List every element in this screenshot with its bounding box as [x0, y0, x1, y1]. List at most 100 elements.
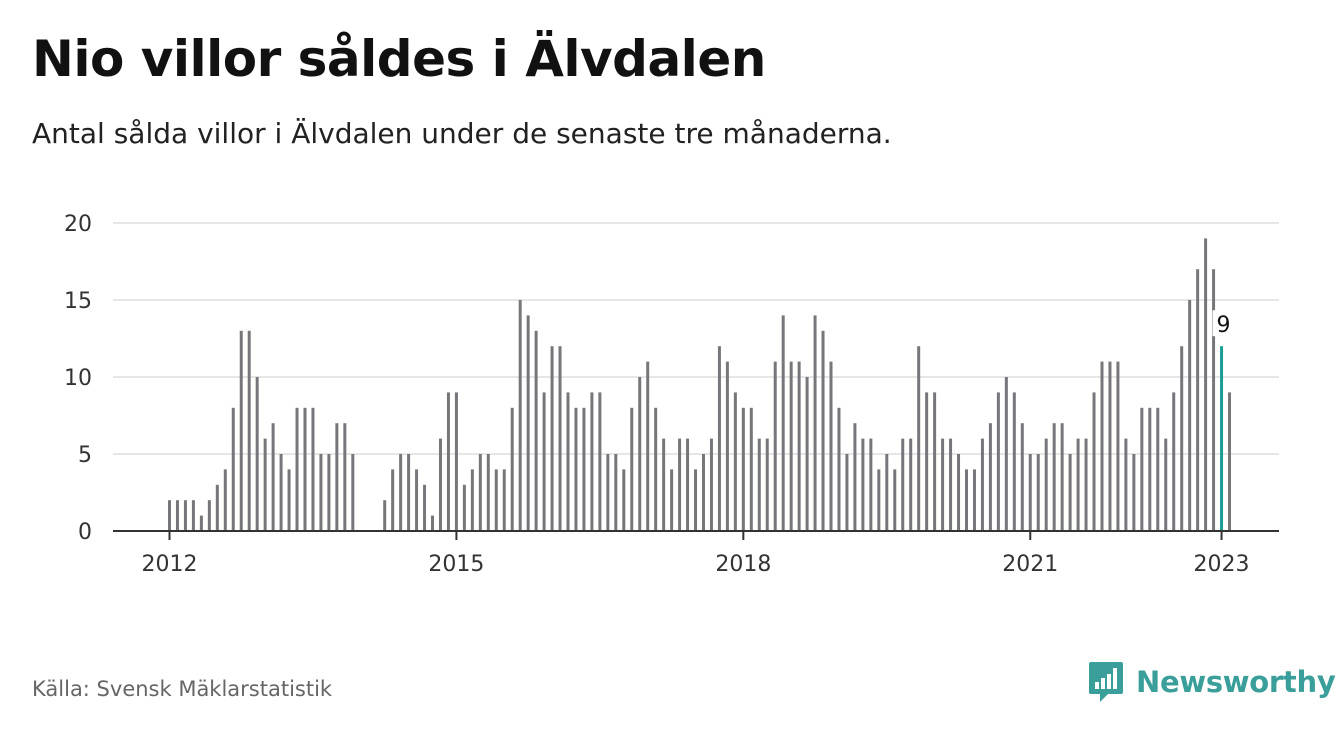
data-label: 9 — [1217, 313, 1231, 338]
bar — [821, 330, 825, 531]
bar — [670, 469, 674, 531]
bar — [725, 361, 729, 531]
bar — [1012, 392, 1016, 531]
bar — [741, 407, 745, 531]
bar — [295, 407, 299, 531]
bar-highlight — [1220, 346, 1224, 531]
bar — [518, 300, 522, 531]
bar — [263, 438, 267, 531]
bar — [271, 423, 275, 531]
bar — [1196, 269, 1200, 531]
bar — [215, 484, 219, 531]
bar — [319, 454, 323, 531]
bar — [709, 438, 713, 531]
bar — [351, 454, 355, 531]
bar — [494, 469, 498, 531]
bar — [478, 454, 482, 531]
bar — [925, 392, 929, 531]
x-tick-label: 2021 — [1002, 552, 1058, 577]
bar — [1116, 361, 1120, 531]
bar — [446, 392, 450, 531]
bar — [717, 346, 721, 531]
bar — [542, 392, 546, 531]
bar-chart: 0 5 10 15 20 2012 2015 2018 2021 2023 9 — [64, 212, 1279, 577]
bar — [861, 438, 865, 531]
y-tick-label: 5 — [78, 443, 92, 468]
bar — [853, 423, 857, 531]
bar — [566, 392, 570, 531]
bar — [590, 392, 594, 531]
bar — [399, 454, 403, 531]
bar — [972, 469, 976, 531]
bar-chart-logo-icon — [1089, 662, 1123, 702]
bar — [1172, 392, 1176, 531]
bar — [845, 454, 849, 531]
bar — [183, 500, 187, 531]
bar — [829, 361, 833, 531]
bar — [303, 407, 307, 531]
bar — [191, 500, 195, 531]
data-label-halo — [1212, 310, 1235, 337]
bar — [1020, 423, 1024, 531]
bar — [1052, 423, 1056, 531]
bar — [423, 484, 427, 531]
bar — [550, 346, 554, 531]
bar — [638, 377, 642, 531]
bar — [247, 330, 251, 531]
bar — [686, 438, 690, 531]
bar — [1164, 438, 1168, 531]
bar — [1068, 454, 1072, 531]
grid-lines — [113, 222, 1279, 455]
bar — [996, 392, 1000, 531]
bar — [1044, 438, 1048, 531]
bar — [1036, 454, 1040, 531]
bar — [454, 392, 458, 531]
bar — [606, 454, 610, 531]
bar — [917, 346, 921, 531]
bar — [694, 469, 698, 531]
bar — [343, 423, 347, 531]
x-tick-label: 2012 — [142, 552, 198, 577]
bar — [980, 438, 984, 531]
bar — [622, 469, 626, 531]
x-tick-label: 2018 — [715, 552, 771, 577]
bar — [383, 500, 387, 531]
bar — [941, 438, 945, 531]
axes: 0 5 10 15 20 2012 2015 2018 2021 2023 — [64, 212, 1279, 577]
chart-subtitle: Antal sålda villor i Älvdalen under de s… — [32, 117, 892, 150]
bar — [438, 438, 442, 531]
bar — [502, 469, 506, 531]
bar — [510, 407, 514, 531]
bar — [1084, 438, 1088, 531]
bar — [534, 330, 538, 531]
bar — [1028, 454, 1032, 531]
bar — [470, 469, 474, 531]
chart-title: Nio villor såldes i Älvdalen — [32, 30, 766, 88]
bar — [789, 361, 793, 531]
bar — [733, 392, 737, 531]
bar — [486, 454, 490, 531]
bar — [805, 377, 809, 531]
bar — [1004, 377, 1008, 531]
bar — [199, 515, 203, 531]
x-tick-label: 2023 — [1194, 552, 1250, 577]
bars — [168, 238, 1232, 531]
bar — [646, 361, 650, 531]
bar — [797, 361, 801, 531]
bar — [869, 438, 873, 531]
bar — [1180, 346, 1184, 531]
bar — [431, 515, 435, 531]
bar — [1212, 269, 1216, 531]
bar — [391, 469, 395, 531]
bar — [598, 392, 602, 531]
bar — [678, 438, 682, 531]
bar — [311, 407, 315, 531]
bar — [701, 454, 705, 531]
bar — [1228, 392, 1232, 531]
bar — [558, 346, 562, 531]
bar — [415, 469, 419, 531]
bar — [757, 438, 761, 531]
brand-name: Newsworthy — [1136, 665, 1336, 699]
bar — [207, 500, 211, 531]
y-tick-label: 0 — [78, 520, 92, 545]
